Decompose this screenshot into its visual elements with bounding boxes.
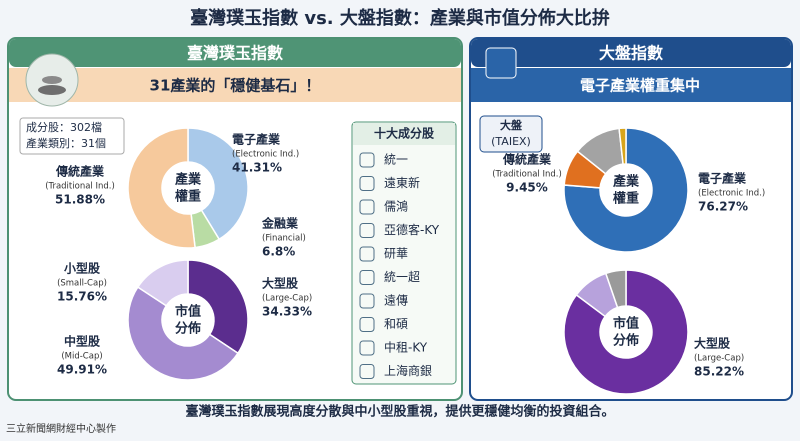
stock-name: 統一超 <box>384 269 420 284</box>
category-label: 中型股 <box>64 334 101 349</box>
category-label: 大型股 <box>694 336 731 351</box>
stock-name: 上海商銀 <box>384 363 432 378</box>
right-header: 大盤指數 <box>599 44 663 63</box>
value-label: 9.45% <box>506 181 548 195</box>
category-label: 電子產業 <box>698 171 747 186</box>
stock-name: 和碩 <box>384 317 408 331</box>
category-sublabel: (Traditional Ind.) <box>492 170 562 180</box>
category-label: 金融業 <box>261 216 299 231</box>
category-label: 小型股 <box>64 261 101 276</box>
value-label: 15.76% <box>57 290 107 304</box>
top10-title: 十大成分股 <box>374 126 435 141</box>
center-label: 權重 <box>175 189 201 205</box>
value-label: 51.88% <box>55 193 105 207</box>
main-title: 臺灣璞玉指數 vs. 大盤指數：產業與市值分佈大比拚 <box>190 7 610 29</box>
value-label: 34.33% <box>262 305 312 319</box>
stat: 產業類別：31個 <box>26 136 106 150</box>
top10-box <box>351 121 457 385</box>
donut-hole <box>162 294 214 346</box>
left-header: 臺灣璞玉指數 <box>187 44 283 63</box>
stock-name: 中租-KY <box>384 340 428 355</box>
badge-text: (TAIEX) <box>491 135 531 148</box>
stock-icon <box>359 176 375 191</box>
stock-icon <box>359 340 375 356</box>
category-label: 電子產業 <box>232 132 281 147</box>
stock-icon <box>359 223 375 238</box>
stone-icon <box>42 76 62 84</box>
category-sublabel: (Large-Cap) <box>694 354 744 364</box>
chip-icon <box>485 47 517 79</box>
value-label: 49.91% <box>57 363 107 377</box>
center-label: 產業 <box>174 172 202 188</box>
stat: 成分股：302檔 <box>26 120 102 134</box>
footer: 臺灣璞玉指數展現高度分散與中小型股重視，提供更穩健均衡的投資組合。 <box>185 404 614 420</box>
center-label: 市值 <box>175 304 201 320</box>
category-sublabel: (Mid-Cap) <box>61 352 102 362</box>
stock-icon <box>359 364 375 379</box>
center-label: 分佈 <box>175 321 201 337</box>
center-label: 分佈 <box>613 333 639 349</box>
category-sublabel: (Small-Cap) <box>57 279 107 289</box>
donut-hole <box>162 162 214 214</box>
stock-icon <box>359 246 375 262</box>
stock-name: 亞德客-KY <box>384 222 440 237</box>
center-label: 產業 <box>612 174 640 190</box>
credit: 三立新聞網財經中心製作 <box>6 422 116 435</box>
donut-hole <box>600 164 652 216</box>
stock-name: 研華 <box>384 247 408 261</box>
stats-box <box>19 117 125 155</box>
stock-icon <box>359 293 375 309</box>
right-subheader: 電子產業權重集中 <box>580 77 700 95</box>
category-sublabel: (Electronic Ind.) <box>232 150 299 160</box>
right-subheader-band <box>471 68 791 102</box>
stock-icon <box>359 199 375 215</box>
stock-name: 遠東新 <box>384 175 420 190</box>
top10-header-band <box>353 123 455 145</box>
center-label: 市值 <box>613 316 639 332</box>
category-sublabel: (Financial) <box>262 234 306 244</box>
center-label: 權重 <box>613 191 639 207</box>
stock-name: 統一 <box>384 153 408 167</box>
value-label: 41.31% <box>232 161 282 175</box>
category-label: 傳統產業 <box>502 152 552 167</box>
value-label: 85.22% <box>694 365 744 379</box>
stock-icon <box>359 270 375 285</box>
donut-hole <box>600 306 652 358</box>
value-label: 6.8% <box>262 245 295 259</box>
left-subheader-band <box>9 68 461 102</box>
category-sublabel: (Traditional Ind.) <box>45 182 115 192</box>
category-label: 大型股 <box>262 276 299 291</box>
value-label: 76.27% <box>698 200 748 214</box>
category-sublabel: (Electronic Ind.) <box>698 189 765 199</box>
badge-box <box>479 115 543 153</box>
badge-text: 大盤 <box>500 118 523 132</box>
category-label: 傳統產業 <box>55 164 105 179</box>
stock-icon <box>359 317 375 332</box>
stock-icon <box>359 152 375 168</box>
category-sublabel: (Large-Cap) <box>262 294 312 304</box>
stock-name: 儒鴻 <box>384 200 408 214</box>
stock-name: 遠傳 <box>384 294 408 308</box>
left-subheader: 31產業的「穩健基石」！ <box>150 77 321 95</box>
stone-icon <box>38 85 66 95</box>
left-header-band <box>9 39 461 67</box>
right-header-band <box>471 39 791 67</box>
